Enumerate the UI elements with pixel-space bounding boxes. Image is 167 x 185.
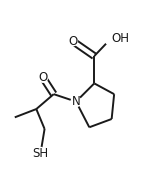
- Circle shape: [34, 147, 47, 160]
- Circle shape: [38, 73, 48, 82]
- Text: O: O: [68, 35, 77, 48]
- Circle shape: [105, 32, 117, 45]
- Circle shape: [68, 36, 77, 46]
- Circle shape: [71, 97, 81, 107]
- Text: SH: SH: [32, 147, 48, 160]
- Text: OH: OH: [112, 32, 130, 45]
- Text: O: O: [38, 71, 48, 84]
- Text: N: N: [72, 95, 80, 108]
